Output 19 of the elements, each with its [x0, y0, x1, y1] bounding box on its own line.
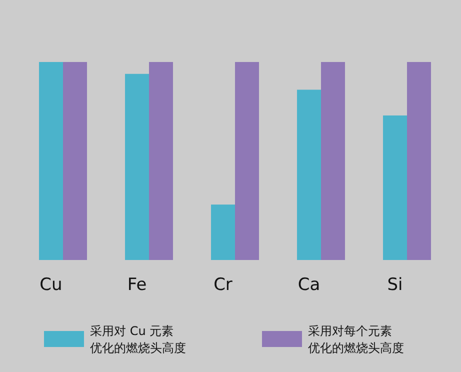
bar — [149, 62, 173, 260]
legend-label: 采用对每个元素优化的燃烧头高度 — [308, 324, 404, 355]
bar — [407, 62, 431, 260]
bar — [235, 62, 259, 260]
bar — [297, 90, 321, 260]
bar — [63, 62, 87, 260]
x-tick-label: Ca — [298, 275, 320, 295]
bar — [321, 62, 345, 260]
x-tick-label: Si — [387, 275, 403, 295]
bar — [211, 204, 235, 260]
bar — [383, 115, 407, 260]
bar — [125, 74, 149, 260]
x-tick-label: Fe — [127, 275, 147, 295]
legend-label: 采用对 Cu 元素优化的燃烧头高度 — [90, 324, 186, 355]
x-tick-label: Cu — [40, 275, 62, 295]
x-tick-label: Cr — [214, 275, 232, 295]
legend: 采用对 Cu 元素优化的燃烧头高度 — [44, 324, 186, 355]
bar — [39, 62, 63, 260]
legend: 采用对每个元素优化的燃烧头高度 — [262, 324, 404, 355]
